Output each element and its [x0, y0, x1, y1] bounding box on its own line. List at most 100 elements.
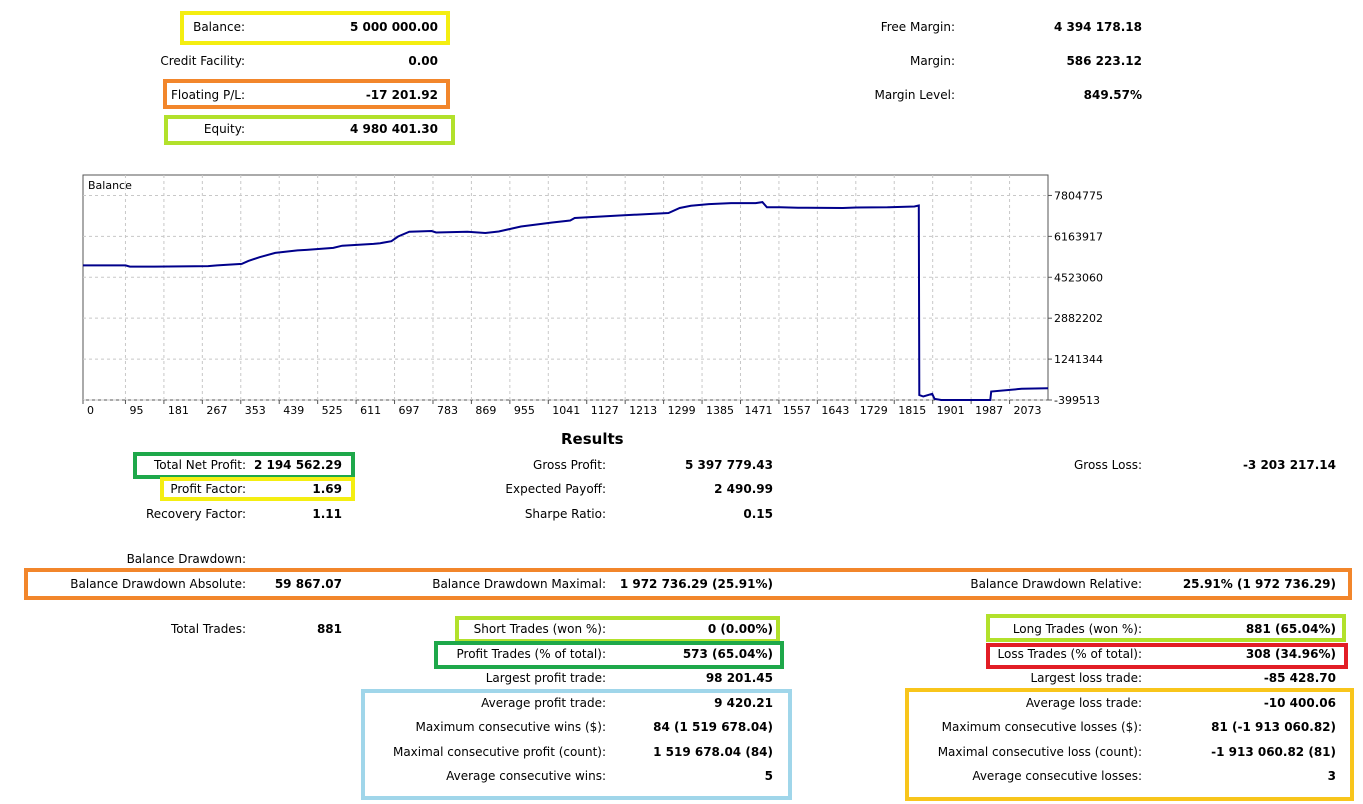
x-tick-label: 1557 — [783, 404, 811, 417]
x-tick-label: 181 — [168, 404, 189, 417]
x-tick-label: 1385 — [706, 404, 734, 417]
balance-drawdown-label: Balance Drawdown: — [126, 552, 246, 566]
credit-facility-label: Credit Facility: — [160, 54, 245, 68]
highlight-balance — [180, 11, 450, 45]
x-tick-label: 1643 — [821, 404, 849, 417]
x-tick-label: 1729 — [860, 404, 888, 417]
gross-profit-label: Gross Profit: — [533, 458, 606, 472]
loss-trades-label: Loss Trades (% of total): — [997, 647, 1143, 661]
floating-pl-value: -17 201.92 — [365, 88, 438, 102]
avg-consec-losses-value: 3 — [1327, 769, 1336, 783]
gross-loss-label: Gross Loss: — [1074, 458, 1142, 472]
y-tick-label: 6163917 — [1054, 230, 1103, 243]
gross-loss-value: -3 203 217.14 — [1242, 458, 1336, 472]
drawdown-relative-label: Balance Drawdown Relative: — [970, 577, 1142, 591]
free-margin-value: 4 394 178.18 — [1053, 20, 1142, 34]
credit-facility-value: 0.00 — [408, 54, 438, 68]
y-tick-label: 4523060 — [1054, 271, 1103, 284]
max-consec-wins-label: Maximum consecutive wins ($): — [415, 720, 606, 734]
x-tick-label: 611 — [360, 404, 381, 417]
avg-profit-label: Average profit trade: — [481, 696, 606, 710]
max-consec-losses-label: Maximum consecutive losses ($): — [941, 720, 1142, 734]
expected-payoff-value: 2 490.99 — [714, 482, 773, 496]
loss-trades-value: 308 (34.96%) — [1245, 647, 1336, 661]
margin-level-value: 849.57% — [1083, 88, 1142, 102]
largest-loss-value: -85 428.70 — [1263, 671, 1336, 685]
maximal-consec-loss-label: Maximal consecutive loss (count): — [937, 745, 1142, 759]
largest-profit-value: 98 201.45 — [705, 671, 773, 685]
x-tick-label: 0 — [87, 404, 94, 417]
chart-plot-area — [82, 174, 1049, 401]
y-tick-label: -399513 — [1054, 394, 1100, 407]
x-tick-label: 1041 — [552, 404, 580, 417]
x-tick-label: 2073 — [1014, 404, 1042, 417]
y-tick-label: 7804775 — [1054, 189, 1103, 202]
x-tick-label: 1127 — [591, 404, 619, 417]
total-trades-label: Total Trades: — [171, 622, 246, 636]
total-net-profit-value: 2 194 562.29 — [253, 458, 342, 472]
avg-consec-wins-label: Average consecutive wins: — [446, 769, 606, 783]
margin-label: Margin: — [909, 54, 955, 68]
recovery-factor-value: 1.11 — [312, 507, 342, 521]
sharpe-ratio-value: 0.15 — [743, 507, 773, 521]
balance-value: 5 000 000.00 — [349, 20, 438, 34]
highlight-profit-trades — [434, 641, 784, 669]
largest-loss-label: Largest loss trade: — [1030, 671, 1142, 685]
margin-value: 586 223.12 — [1066, 54, 1142, 68]
highlight-loss-trades — [986, 643, 1348, 669]
balance-label: Balance: — [193, 20, 245, 34]
highlight-loss-stats — [905, 688, 1354, 801]
highlight-equity — [164, 115, 455, 145]
short-trades-label: Short Trades (won %): — [473, 622, 606, 636]
x-tick-label: 1987 — [975, 404, 1003, 417]
x-tick-label: 1299 — [668, 404, 696, 417]
x-tick-label: 439 — [283, 404, 304, 417]
profit-factor-value: 1.69 — [312, 482, 342, 496]
y-tick-label: 1241344 — [1054, 353, 1103, 366]
x-tick-label: 869 — [475, 404, 496, 417]
highlight-long-trades — [986, 614, 1346, 642]
largest-profit-label: Largest profit trade: — [485, 671, 606, 685]
highlight-profit-factor — [160, 477, 355, 501]
free-margin-label: Free Margin: — [880, 20, 955, 34]
floating-pl-label: Floating P/L: — [170, 88, 245, 102]
drawdown-relative-value: 25.91% (1 972 736.29) — [1182, 577, 1336, 591]
x-tick-label: 1213 — [629, 404, 657, 417]
y-tick-label: 2882202 — [1054, 312, 1103, 325]
x-tick-label: 267 — [206, 404, 227, 417]
x-tick-label: 1471 — [744, 404, 772, 417]
x-tick-label: 525 — [322, 404, 343, 417]
drawdown-maximal-label: Balance Drawdown Maximal: — [432, 577, 606, 591]
balance-series-line — [83, 201, 1049, 401]
total-trades-value: 881 — [316, 622, 342, 636]
highlight-drawdown-row — [24, 568, 1352, 600]
balance-chart: 0 95 181 267 353 439 525 611 697 783 869 955 1041 112… — [82, 174, 1103, 417]
avg-consec-losses-label: Average consecutive losses: — [972, 769, 1142, 783]
drawdown-absolute-label: Balance Drawdown Absolute: — [70, 577, 246, 591]
maximal-consec-profit-value: 1 519 678.04 (84) — [653, 745, 773, 759]
maximal-consec-profit-label: Maximal consecutive profit (count): — [392, 745, 606, 759]
x-tick-label: 955 — [514, 404, 535, 417]
results-title: Results — [561, 430, 624, 448]
highlight-floating-pl — [163, 79, 450, 109]
long-trades-label: Long Trades (won %): — [1012, 622, 1142, 636]
expected-payoff-label: Expected Payoff: — [505, 482, 606, 496]
equity-value: 4 980 401.30 — [349, 122, 438, 136]
recovery-factor-label: Recovery Factor: — [145, 507, 246, 521]
short-trades-value: 0 (0.00%) — [707, 622, 773, 636]
x-tick-label: 783 — [437, 404, 458, 417]
x-tick-label: 95 — [129, 404, 143, 417]
avg-loss-value: -10 400.06 — [1263, 696, 1336, 710]
x-tick-label: 697 — [399, 404, 420, 417]
x-tick-label: 353 — [245, 404, 266, 417]
long-trades-value: 881 (65.04%) — [1245, 622, 1336, 636]
drawdown-maximal-value: 1 972 736.29 (25.91%) — [619, 577, 773, 591]
total-net-profit-label: Total Net Profit: — [153, 458, 246, 472]
profit-trades-value: 573 (65.04%) — [682, 647, 773, 661]
drawdown-absolute-value: 59 867.07 — [274, 577, 342, 591]
max-consec-losses-value: 81 (-1 913 060.82) — [1211, 720, 1336, 734]
chart-title: Balance — [88, 179, 132, 192]
equity-label: Equity: — [203, 122, 245, 136]
avg-loss-label: Average loss trade: — [1025, 696, 1142, 710]
maximal-consec-loss-value: -1 913 060.82 (81) — [1211, 745, 1336, 759]
